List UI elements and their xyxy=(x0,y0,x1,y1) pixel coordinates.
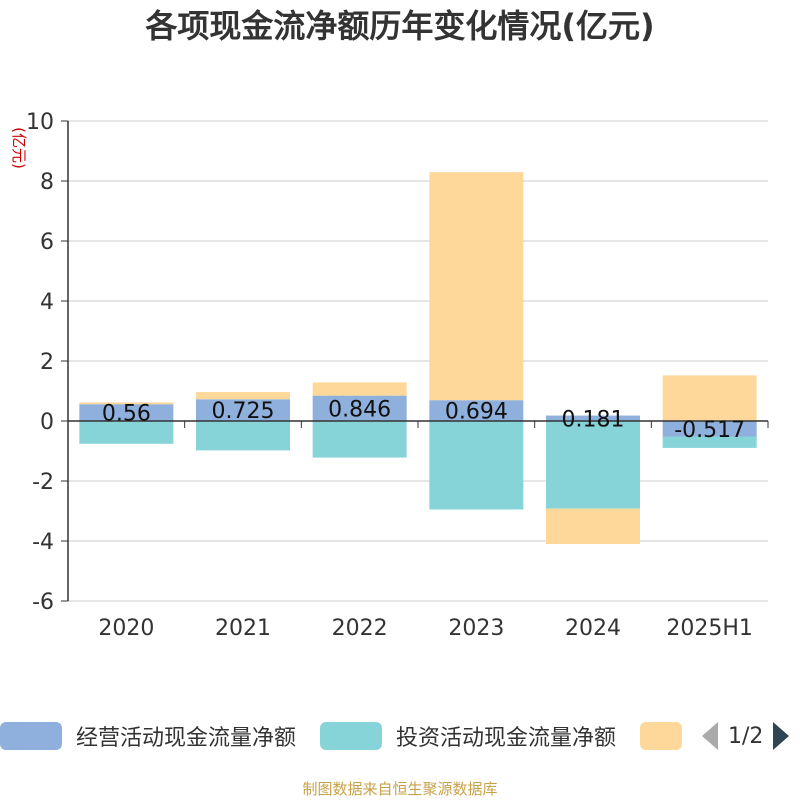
legend-pager: 1/2 xyxy=(702,716,790,756)
bar-2022-series-2[interactable] xyxy=(312,382,407,396)
x-tick-label: 2021 xyxy=(215,616,271,641)
bar-2024-series-2[interactable] xyxy=(546,508,640,544)
y-tick-label: 10 xyxy=(26,110,54,135)
bar-2023-series-1[interactable] xyxy=(429,421,524,510)
y-tick-label: 8 xyxy=(40,170,54,195)
x-tick-label: 2025H1 xyxy=(666,616,753,641)
legend-swatch-operating xyxy=(0,722,62,750)
legend-label-operating: 经营活动现金流量净额 xyxy=(76,726,297,751)
x-tick-label: 2023 xyxy=(448,616,504,641)
legend-item-third[interactable] xyxy=(640,716,696,756)
y-tick-label: -2 xyxy=(32,470,54,495)
axes: -6 -4 -2 0 2 4 6 8 10 2020 2021 2022 2023 2024 2025H1 xyxy=(26,110,769,641)
y-tick-label: 4 xyxy=(40,290,54,315)
data-label-2023: 0.694 xyxy=(445,400,508,425)
y-tick-label: 0 xyxy=(40,410,54,435)
data-label-2025H1: -0.517 xyxy=(674,418,745,443)
legend: 经营活动现金流量净额 投资活动现金流量净额 1/2 xyxy=(0,716,800,756)
bar-2025H1-series-1[interactable] xyxy=(662,436,757,448)
bar-2021-series-1[interactable] xyxy=(196,421,290,451)
data-labels: 0.56 0.725 0.846 0.694 0.181 -0.517 xyxy=(102,397,745,442)
data-label-2024: 0.181 xyxy=(562,407,625,432)
y-axis-title: (亿元) xyxy=(10,127,28,169)
bar-2024-series-1[interactable] xyxy=(546,421,640,509)
bar-2020-series-1[interactable] xyxy=(79,421,174,444)
bar-2021-series-0[interactable] xyxy=(196,399,290,421)
chart-title: 各项现金流净额历年变化情况(亿元) xyxy=(145,7,655,45)
pager-text: 1/2 xyxy=(728,723,764,749)
legend-swatch-investing xyxy=(320,722,382,750)
bar-2025H1-series-2[interactable] xyxy=(662,375,757,421)
data-label-2022: 0.846 xyxy=(328,397,391,422)
x-tick-label: 2022 xyxy=(332,616,388,641)
y-tick-label: -6 xyxy=(32,590,54,615)
y-tick-label: 6 xyxy=(40,230,54,255)
x-tick-label: 2020 xyxy=(98,616,154,641)
bar-group xyxy=(79,172,757,544)
bar-2020-series-2[interactable] xyxy=(79,402,174,405)
y-tick-label: 2 xyxy=(40,350,54,375)
legend-item-operating[interactable]: 经营活动现金流量净额 xyxy=(0,716,296,756)
pager-prev-icon[interactable] xyxy=(702,722,718,750)
bar-2025H1-series-0[interactable] xyxy=(662,421,757,437)
bar-2022-series-0[interactable] xyxy=(312,395,407,421)
source-note: 制图数据来自恒生聚源数据库 xyxy=(302,780,498,798)
bar-2022-series-1[interactable] xyxy=(312,421,407,458)
bar-2023-series-0[interactable] xyxy=(429,400,524,421)
legend-label-investing: 投资活动现金流量净额 xyxy=(396,726,617,751)
data-label-2021: 0.725 xyxy=(212,399,275,424)
bar-2020-series-0[interactable] xyxy=(79,404,174,421)
legend-swatch-third xyxy=(640,722,682,750)
legend-item-investing[interactable]: 投资活动现金流量净额 xyxy=(320,716,616,756)
x-tick-label: 2024 xyxy=(565,616,621,641)
y-tick-label: -4 xyxy=(32,530,54,555)
pager-next-icon[interactable] xyxy=(773,722,790,750)
bar-2024-series-0[interactable] xyxy=(546,415,640,421)
data-label-2020: 0.56 xyxy=(102,402,151,427)
grid-lines xyxy=(68,120,768,602)
bar-2023-series-2[interactable] xyxy=(429,172,524,401)
bar-2021-series-2[interactable] xyxy=(196,392,290,400)
